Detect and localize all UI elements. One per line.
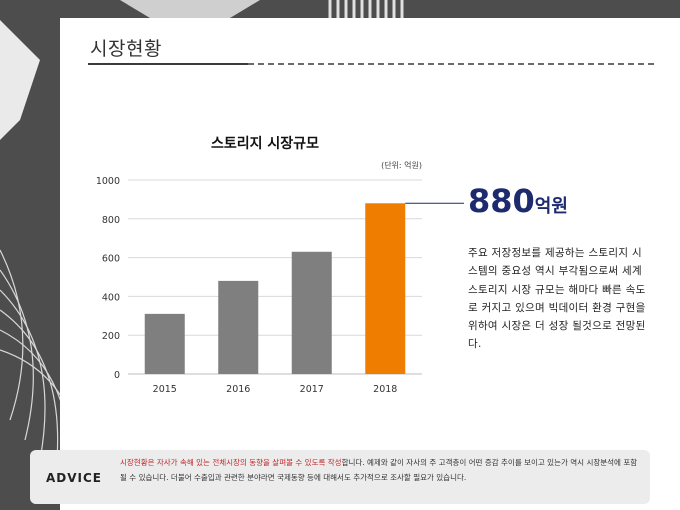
y-tick-label: 600 <box>102 254 120 265</box>
x-tick-label: 2017 <box>300 384 324 395</box>
title-divider <box>88 63 654 65</box>
y-tick-label: 0 <box>114 370 120 381</box>
bar <box>291 251 332 374</box>
advice-text: 시장현황은 자사가 속해 있는 전체시장의 동향을 살펴볼 수 있도록 작성합니… <box>120 455 640 485</box>
advice-box <box>30 450 650 504</box>
y-tick-label: 200 <box>102 331 120 342</box>
y-tick-label: 1000 <box>96 176 120 187</box>
x-tick-label: 2018 <box>373 384 397 395</box>
advice-label: ADVICE <box>46 471 103 485</box>
bar <box>218 280 259 374</box>
highlight-number: 880 <box>468 182 535 220</box>
chart-unit-label: (단위: 억원) <box>381 161 422 170</box>
highlight-unit: 억원 <box>534 196 568 217</box>
bar <box>365 203 406 374</box>
x-tick-label: 2015 <box>153 384 177 395</box>
highlight-value: 880억원 <box>468 182 568 220</box>
y-tick-label: 400 <box>102 292 120 303</box>
advice-body-text: 합니다. 예제와 같이 자사의 주 고객층이 어떤 증감 추이를 보이고 있는가… <box>120 458 638 482</box>
y-tick-label: 800 <box>102 215 120 226</box>
bar <box>144 313 185 374</box>
title-divider-accent <box>88 63 248 65</box>
chart-title: 스토리지 시장규모 <box>211 136 319 152</box>
x-tick-label: 2016 <box>226 384 250 395</box>
advice-highlight-text: 시장현황은 자사가 속해 있는 전체시장의 동향을 살펴볼 수 있도록 작성 <box>120 458 342 467</box>
description-text: 주요 저장정보를 제공하는 스토리지 시스템의 중요성 역시 부각됨으로써 세계… <box>468 247 646 351</box>
page-title: 시장현황 <box>90 38 162 60</box>
